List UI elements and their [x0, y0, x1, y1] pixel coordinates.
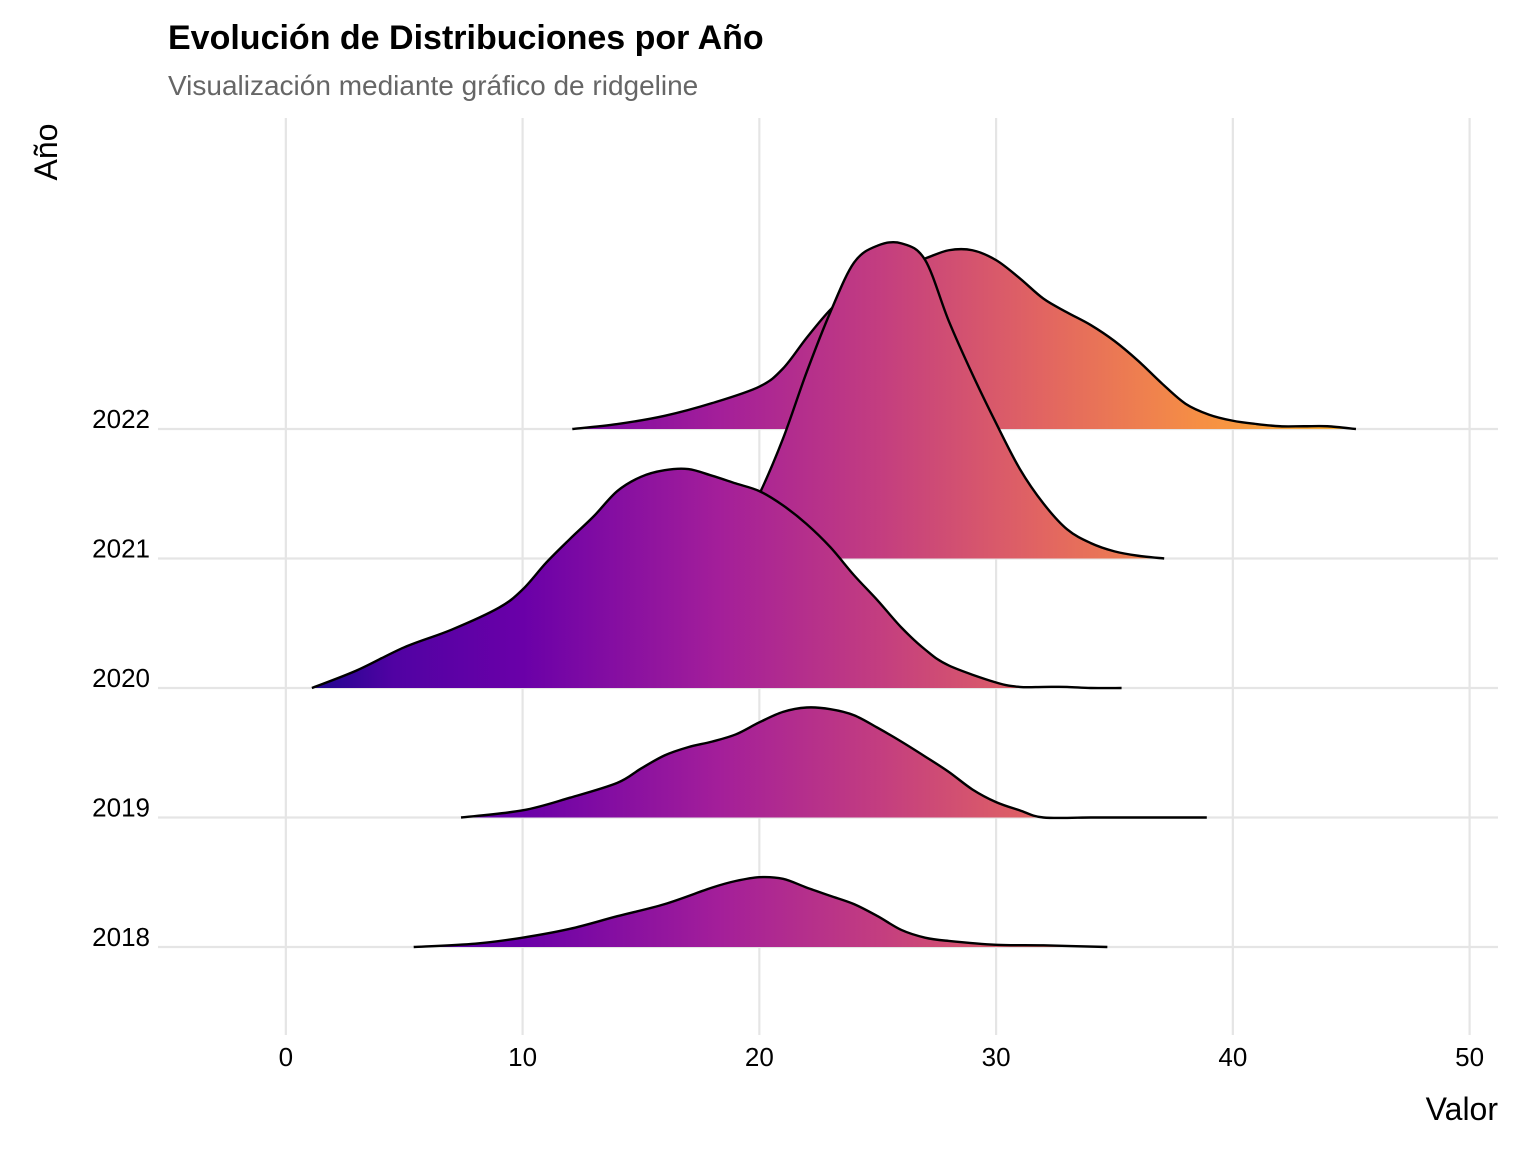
y-tick-label: 2020 [92, 663, 150, 693]
ridge-outline [311, 467, 1122, 690]
y-tick-label: 2019 [92, 793, 150, 823]
ridge-outline [460, 706, 1207, 820]
x-tick-label: 40 [1218, 1042, 1247, 1072]
ridge-outline [572, 247, 1357, 431]
x-tick-label: 10 [508, 1042, 537, 1072]
y-tick-label: 2018 [92, 922, 150, 952]
chart-title: Evolución de Distribuciones por Año [168, 19, 764, 57]
y-axis-ticks: 2018 2019 2020 2021 2022 [92, 404, 150, 952]
chart-subtitle: Visualización mediante gráfico de ridgel… [168, 70, 698, 101]
y-tick-label: 2022 [92, 404, 150, 434]
ridge-fill [413, 877, 1108, 947]
x-tick-label: 0 [279, 1042, 293, 1072]
x-tick-label: 20 [745, 1042, 774, 1072]
x-tick-label: 50 [1455, 1042, 1484, 1072]
x-axis-title: Valor [1426, 1091, 1499, 1127]
ridge-outline [413, 875, 1108, 949]
ridge-2020 [311, 467, 1122, 690]
y-axis-title: Año [28, 124, 64, 181]
ridge-2021 [725, 240, 1165, 560]
ridge-outline [725, 240, 1165, 560]
ridge-2022 [572, 247, 1357, 431]
y-tick-label: 2021 [92, 534, 150, 564]
x-axis-ticks: 0 10 20 30 40 50 [279, 1042, 1484, 1072]
ridge-fill [311, 468, 1122, 689]
x-tick-label: 30 [982, 1042, 1011, 1072]
ridge-fill [726, 242, 1165, 559]
ridge-2019 [460, 706, 1207, 820]
ridge-2018 [413, 875, 1108, 949]
density-ridges [311, 240, 1357, 949]
ridge-fill [572, 249, 1356, 429]
ridge-fill [461, 707, 1207, 819]
